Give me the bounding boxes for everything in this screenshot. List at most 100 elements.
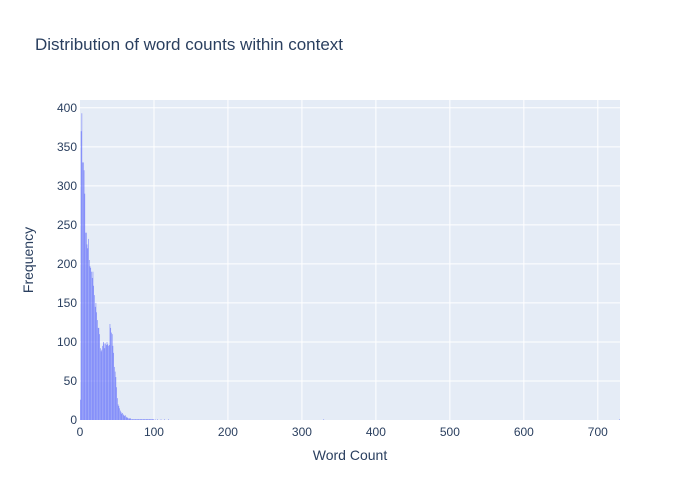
histogram-bar: [88, 260, 90, 420]
histogram-bar: [97, 327, 99, 420]
histogram-bar: [120, 412, 122, 420]
histogram-bar: [80, 399, 81, 420]
histogram-bar: [111, 332, 112, 420]
chart-title: Distribution of word counts within conte…: [35, 35, 343, 54]
histogram-bar: [122, 412, 123, 420]
y-tick-label: 0: [70, 413, 77, 427]
y-tick-label: 50: [64, 374, 78, 388]
histogram-bar: [134, 419, 135, 420]
histogram-bar: [154, 419, 156, 420]
histogram-bar: [137, 419, 139, 420]
histogram-bar: [125, 416, 127, 420]
histogram-bar: [108, 345, 110, 420]
histogram-bar: [151, 419, 153, 420]
x-tick-label: 500: [440, 425, 460, 439]
histogram-bar: [125, 415, 126, 420]
x-axis-ticks: 0 100 200 300 400 500 600 700: [77, 425, 608, 439]
histogram-bar: [142, 419, 143, 420]
histogram-bar: [117, 398, 118, 420]
histogram-bar: [127, 417, 129, 420]
y-tick-label: 400: [57, 101, 77, 115]
histogram-bar: [151, 419, 152, 420]
histogram-bar: [139, 419, 141, 420]
x-axis-title: Word Count: [313, 447, 388, 463]
histogram-bar: [121, 413, 123, 420]
histogram-bar: [141, 419, 143, 420]
y-axis-ticks: 0 50 100 150 200 250 300 350 400: [57, 101, 77, 427]
histogram-bar: [150, 419, 151, 420]
histogram-bar: [133, 419, 134, 420]
histogram-bar: [106, 341, 108, 420]
x-tick-label: 700: [588, 425, 608, 439]
histogram-bar: [101, 349, 103, 420]
histogram-bar: [100, 351, 102, 420]
histogram-bar: [134, 419, 136, 420]
x-tick-label: 300: [292, 425, 312, 439]
histogram-bar: [145, 419, 147, 420]
histogram-bar: [139, 419, 140, 420]
histogram-bar: [123, 415, 125, 420]
histogram-bar: [94, 306, 96, 420]
histogram-bar: [80, 131, 82, 420]
histogram-bar: [153, 419, 154, 420]
histogram-bar: [112, 345, 114, 420]
histogram-bar: [108, 345, 109, 420]
histogram-bar: [96, 312, 97, 420]
histogram-bar: [92, 271, 94, 420]
histogram-bar: [122, 414, 124, 420]
histogram-bar: [160, 419, 162, 420]
histogram-bar: [103, 341, 104, 420]
histogram-bar: [81, 113, 83, 420]
histogram-bar: [83, 170, 85, 420]
histogram-bar: [93, 285, 94, 420]
histogram-bar: [109, 324, 111, 420]
histogram-bar: [114, 371, 116, 420]
histogram-bar: [124, 416, 126, 420]
histogram-bar: [87, 248, 89, 420]
histogram-bar: [85, 232, 86, 420]
histogram-bar: [145, 419, 146, 420]
histogram-bar: [90, 267, 92, 420]
histogram-bar: [88, 238, 89, 420]
histogram-bar: [131, 419, 133, 420]
histogram-bar: [128, 418, 129, 420]
histogram-bar: [85, 232, 87, 420]
histogram-bar: [105, 343, 106, 420]
histogram-bar: [157, 419, 158, 420]
histogram-bar: [135, 419, 137, 420]
histogram-bar: [89, 266, 91, 420]
histogram-bar: [118, 405, 120, 420]
histogram-bar: [138, 419, 140, 420]
x-tick-label: 100: [144, 425, 164, 439]
histogram-bar: [117, 404, 119, 420]
histogram-bar: [148, 419, 150, 420]
histogram-bar: [103, 343, 105, 420]
histogram-bar: [149, 419, 151, 420]
histogram-bar: [94, 295, 95, 420]
histogram-bar: [143, 419, 145, 420]
histogram-bar: [136, 419, 137, 420]
histogram-bar: [114, 366, 115, 420]
histogram-bar: [99, 334, 100, 420]
histogram-bar: [142, 419, 144, 420]
histogram-bar: [148, 419, 149, 420]
y-axis-title: Frequency: [20, 227, 36, 293]
histogram-bar: [164, 419, 166, 420]
y-tick-label: 350: [57, 140, 77, 154]
y-tick-label: 250: [57, 218, 77, 232]
histogram-bar: [91, 277, 93, 420]
histogram-bar: [129, 418, 131, 420]
histogram-bar: [126, 417, 128, 420]
y-tick-label: 100: [57, 335, 77, 349]
gridlines: [80, 100, 620, 420]
histogram-bar: [619, 419, 620, 420]
histogram-bar: [98, 327, 100, 420]
histogram-bar: [100, 348, 101, 420]
histogram-bar: [95, 302, 97, 420]
x-tick-label: 0: [77, 425, 84, 439]
histogram-bar: [144, 419, 146, 420]
y-tick-label: 200: [57, 257, 77, 271]
histogram-bar: [116, 387, 117, 420]
histogram-bar: [107, 344, 109, 420]
